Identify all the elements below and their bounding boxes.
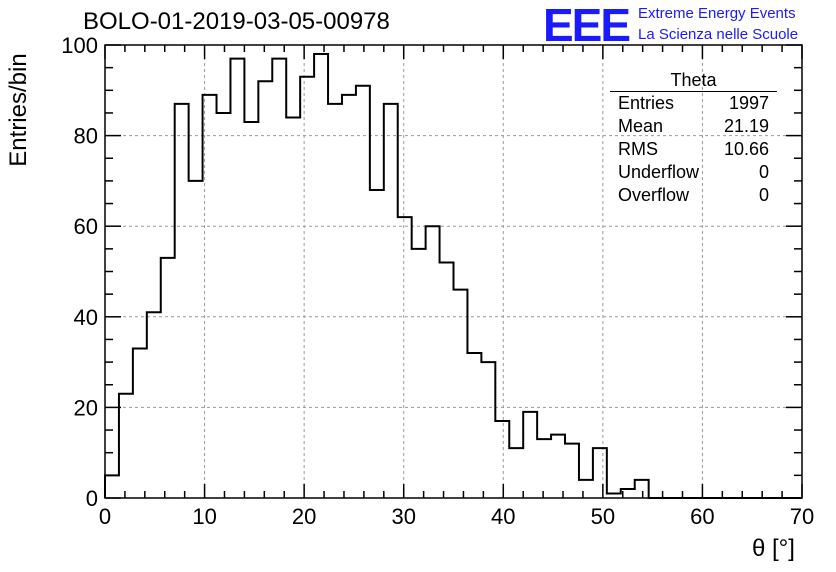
stats-title: Theta	[610, 70, 777, 92]
x-tick-label: 20	[292, 504, 316, 529]
histogram-bin	[495, 421, 509, 498]
y-tick-label: 100	[61, 33, 98, 58]
stats-label: RMS	[618, 139, 658, 159]
histogram-bin	[440, 262, 454, 498]
x-tick-label: 30	[391, 504, 415, 529]
y-axis-label: Entries/bin	[5, 53, 32, 167]
histogram-bin	[454, 290, 468, 498]
histogram-bin	[133, 349, 147, 498]
histogram-bin	[314, 54, 328, 498]
x-tick-label: 10	[192, 504, 216, 529]
x-tick-label: 0	[99, 504, 111, 529]
histogram-bin	[230, 59, 244, 498]
histogram-bin	[161, 258, 175, 498]
x-tick-label: 50	[591, 504, 615, 529]
stats-value: 21.19	[723, 116, 769, 136]
histogram-bin	[593, 448, 607, 498]
histogram-bin	[565, 444, 579, 498]
stats-value: 0	[758, 162, 769, 182]
y-tick-label: 20	[74, 395, 98, 420]
stats-row-overflow: Overflow 0	[610, 184, 777, 207]
stats-row-entries: Entries 1997	[610, 92, 777, 115]
stats-row-mean: Mean 21.19	[610, 115, 777, 138]
histogram-bin	[635, 480, 649, 498]
logo-line-1: Extreme Energy Events	[638, 5, 796, 22]
histogram-bin	[175, 104, 189, 498]
histogram-bin	[537, 439, 551, 498]
stats-row-underflow: Underflow 0	[610, 161, 777, 184]
stats-row-rms: RMS 10.66	[610, 138, 777, 161]
stats-value: 0	[758, 185, 769, 205]
x-tick-label: 60	[690, 504, 714, 529]
x-tick-label: 40	[491, 504, 515, 529]
x-tick-label: 70	[790, 504, 814, 529]
histogram-bin	[119, 394, 133, 498]
histogram-bin	[579, 480, 593, 498]
histogram-line	[104, 53, 802, 499]
histogram-bin	[551, 435, 565, 498]
y-tick-label: 0	[86, 486, 98, 511]
histogram-bin	[412, 249, 426, 498]
histogram-bin	[398, 217, 412, 498]
histogram-bin	[258, 81, 272, 498]
histogram-bin	[286, 117, 300, 498]
histogram-bin	[342, 95, 356, 498]
histogram-bin	[426, 226, 440, 498]
stats-label: Underflow	[618, 162, 700, 182]
y-tick-label: 60	[74, 214, 98, 239]
histogram-bin	[370, 190, 384, 498]
histogram-bin	[147, 312, 161, 498]
histogram-bin	[509, 448, 523, 498]
stats-box: Theta Entries 1997 Mean 21.19 RMS 10.66 …	[610, 70, 777, 207]
stats-label: Mean	[618, 116, 664, 136]
histogram-bin	[384, 104, 398, 498]
histogram-bin	[217, 113, 231, 498]
stats-label: Overflow	[618, 185, 690, 205]
histogram-bin	[105, 475, 119, 498]
chart-title: BOLO-01-2019-03-05-00978	[83, 8, 390, 35]
histogram-bin	[203, 95, 217, 498]
histogram-bin	[244, 122, 258, 498]
stats-value: 10.66	[723, 139, 769, 159]
histogram-bin	[272, 59, 286, 498]
histogram-bin	[523, 412, 537, 498]
histogram-bin	[481, 362, 495, 498]
x-axis-label: θ [°]	[752, 535, 795, 562]
eee-logo: EEE	[543, 0, 631, 51]
histogram-bin	[467, 353, 481, 498]
logo-caption: Extreme Energy Events La Scienza nelle S…	[638, 3, 798, 45]
stats-value: 1997	[728, 93, 769, 113]
stats-label: Entries	[618, 93, 675, 113]
logo-line-2: La Scienza nelle Scuole	[638, 26, 799, 43]
histogram-bin	[356, 86, 370, 498]
y-tick-label: 80	[74, 124, 98, 149]
histogram-bin	[300, 77, 314, 498]
histogram-bin	[189, 181, 203, 498]
histogram-bin	[328, 104, 342, 498]
y-tick-label: 40	[74, 305, 98, 330]
